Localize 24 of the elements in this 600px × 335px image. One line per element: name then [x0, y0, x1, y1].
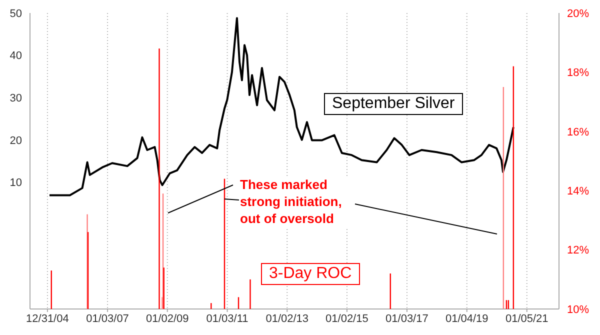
y2-tick-label: 10% [567, 304, 590, 316]
x-tick-label: 01/03/11 [206, 312, 248, 325]
y2-tick-label: 18% [567, 67, 590, 80]
x-tick-label: 01/04/19 [445, 312, 488, 325]
annotation: These marked strong initiation, out of oversold [240, 176, 360, 227]
x-tick-label: 01/02/09 [146, 312, 189, 325]
series-label: September Silver [324, 93, 463, 115]
x-tick-label: 01/02/13 [266, 312, 309, 325]
y-tick-label: 30 [10, 92, 22, 104]
x-tick-label: 01/02/15 [326, 312, 368, 325]
x-tick-label: 01/03/17 [386, 312, 428, 325]
y-tick-label: 40 [10, 50, 22, 62]
x-tick-label: 12/31/04 [26, 312, 69, 325]
y2-tick-label: 14% [567, 186, 590, 198]
y-tick-label: 10 [10, 177, 22, 190]
y2-tick-label: 16% [567, 126, 590, 138]
y2-tick-label: 12% [567, 244, 590, 257]
x-tick-label: 01/03/07 [86, 312, 129, 325]
y-tick-label: 50 [10, 8, 22, 20]
series-label: 3-Day ROC [261, 263, 360, 285]
x-tick-label: 01/05/21 [505, 312, 548, 325]
line-series [48, 17, 514, 196]
y2-tick-label: 20% [567, 8, 590, 20]
y-tick-label: 20 [10, 134, 22, 147]
